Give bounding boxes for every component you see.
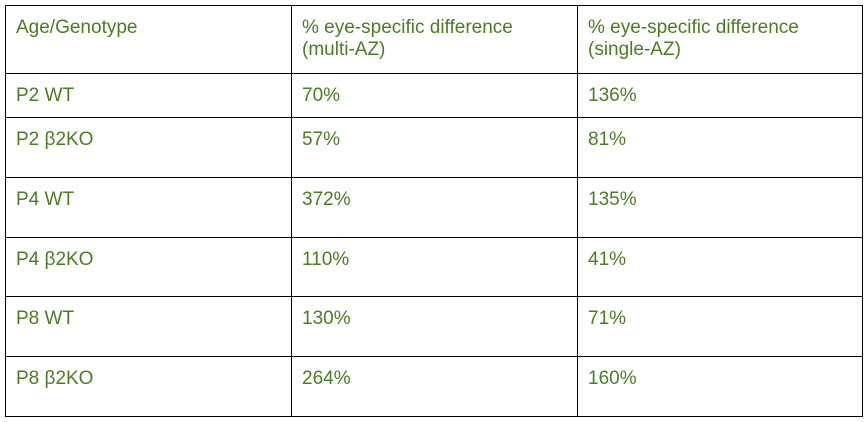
table-row: P8 β2KO 264% 160% (5, 356, 863, 417)
table-header-row: Age/Genotype % eye-specific difference (… (5, 5, 863, 74)
cell-genotype: P4 WT (5, 177, 292, 238)
cell-multi-az: 110% (291, 237, 578, 297)
header-age-genotype: Age/Genotype (5, 5, 292, 74)
header-single-az: % eye-specific difference (single-AZ) (577, 5, 863, 74)
cell-single-az: 41% (577, 237, 863, 297)
cell-genotype: P2 WT (5, 73, 292, 118)
header-multi-az: % eye-specific difference (multi-AZ) (291, 5, 578, 74)
cell-multi-az: 130% (291, 296, 578, 357)
cell-multi-az: 70% (291, 73, 578, 118)
cell-single-az: 71% (577, 296, 863, 357)
table-row: P2 WT 70% 136% (5, 73, 863, 118)
cell-single-az: 160% (577, 356, 863, 417)
cell-genotype: P8 WT (5, 296, 292, 357)
data-table: Age/Genotype % eye-specific difference (… (5, 5, 863, 417)
cell-multi-az: 57% (291, 117, 578, 178)
cell-single-az: 135% (577, 177, 863, 238)
cell-single-az: 136% (577, 73, 863, 118)
cell-genotype: P2 β2KO (5, 117, 292, 178)
table-row: P8 WT 130% 71% (5, 296, 863, 357)
cell-genotype: P4 β2KO (5, 237, 292, 297)
cell-multi-az: 264% (291, 356, 578, 417)
table-row: P4 WT 372% 135% (5, 177, 863, 238)
table-row: P4 β2KO 110% 41% (5, 237, 863, 297)
table-row: P2 β2KO 57% 81% (5, 117, 863, 178)
cell-single-az: 81% (577, 117, 863, 178)
cell-genotype: P8 β2KO (5, 356, 292, 417)
cell-multi-az: 372% (291, 177, 578, 238)
